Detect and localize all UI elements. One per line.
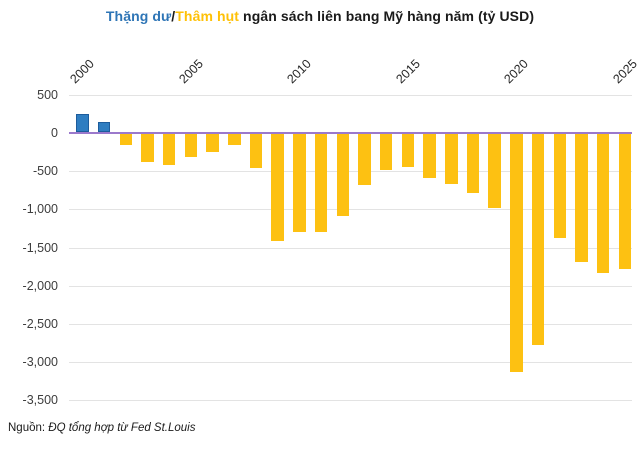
y-axis-tick-label: -3,000 <box>22 355 58 370</box>
bar-2024 <box>596 134 610 274</box>
bar-2019 <box>488 134 501 209</box>
bar-2008 <box>249 134 263 169</box>
bar-2017 <box>445 134 458 184</box>
bar-2021 <box>531 134 545 345</box>
x-axis-tick-label: 2000 <box>67 56 98 87</box>
chart-title: Thặng dư/Thâm hụt ngân sách liên bang Mỹ… <box>0 8 640 24</box>
y-axis-tick-label: -500 <box>32 164 58 179</box>
x-axis-tick-label: 2015 <box>393 56 423 87</box>
title-slash: / <box>171 8 176 24</box>
bar-2016 <box>423 134 436 178</box>
bar-2001 <box>97 122 111 132</box>
bar-2012 <box>336 134 350 217</box>
zero-axis-line <box>69 132 632 134</box>
x-axis-tick-label: 2010 <box>284 56 315 87</box>
source-note: Nguồn: ĐQ tổng hợp từ Fed St.Louis <box>8 422 196 434</box>
bar-2014 <box>379 134 393 171</box>
title-surplus-word: Thặng dư <box>105 8 172 24</box>
bar-2013 <box>358 134 371 185</box>
gridline <box>69 324 632 325</box>
bar-2022 <box>553 134 567 239</box>
bar-2010 <box>293 134 306 232</box>
x-axis-tick-label: 2005 <box>176 56 206 87</box>
bar-2003 <box>141 134 154 162</box>
bar-2018 <box>466 134 480 193</box>
bar-2002 <box>119 134 133 146</box>
bar-2000 <box>76 113 89 132</box>
bar-2006 <box>206 134 219 152</box>
x-axis-tick-label: 2020 <box>501 56 532 87</box>
bar-2007 <box>228 134 241 146</box>
gridline <box>69 209 632 211</box>
bar-2011 <box>314 134 328 233</box>
x-axis-tick-label: 2025 <box>610 56 640 87</box>
gridline <box>69 400 632 402</box>
bar-2020 <box>510 134 523 373</box>
bar-2009 <box>271 134 284 241</box>
bar-2005 <box>184 134 198 158</box>
bar-2025 <box>618 134 632 269</box>
y-axis-tick-label: -2,500 <box>22 317 58 331</box>
bar-2015 <box>401 134 415 167</box>
y-axis-tick-label: -3,500 <box>22 393 58 408</box>
y-axis-tick-label: 500 <box>37 87 58 102</box>
source-text: ĐQ tổng hợp từ Fed St.Louis <box>48 422 196 434</box>
gridline <box>69 362 632 364</box>
bar-2004 <box>162 134 176 165</box>
title-rest: ngân sách liên bang Mỹ hàng năm (tỷ USD) <box>239 8 535 24</box>
gridline <box>69 247 632 249</box>
y-axis-tick-label: -1,000 <box>22 202 58 217</box>
source-prefix: Nguồn: <box>8 422 49 434</box>
gridline <box>69 94 632 96</box>
y-axis-tick-label: 0 <box>51 126 58 140</box>
bar-2023 <box>575 134 588 263</box>
y-axis-tick-label: -1,500 <box>22 240 58 255</box>
gridline <box>69 285 632 287</box>
title-deficit-word: Thâm hụt <box>175 8 240 24</box>
y-axis-tick-label: -2,000 <box>22 278 58 293</box>
gridline <box>69 171 632 173</box>
